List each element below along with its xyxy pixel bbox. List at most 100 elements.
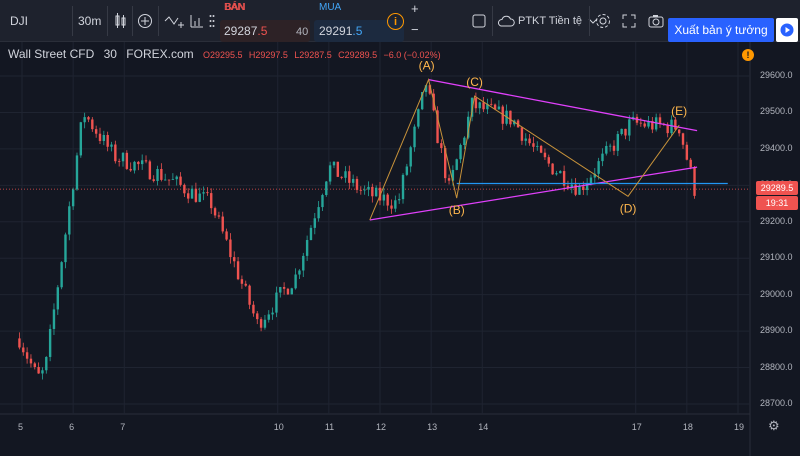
layout-selector[interactable]: PTKT Tiền tệ (497, 0, 598, 42)
publish-idea-button[interactable]: Xuất bản ý tưởng (668, 18, 774, 42)
candle-body (685, 144, 689, 160)
divider (492, 6, 493, 36)
wave-label: (C) (466, 75, 483, 89)
price-axis-label: 29000.0 (760, 288, 793, 299)
sell-button[interactable]: BÁN (220, 2, 310, 42)
plus-button[interactable]: + (411, 1, 419, 16)
candle-body (202, 192, 205, 194)
drag-handle-icon[interactable] (209, 0, 215, 42)
candle-body (601, 153, 604, 162)
candle-body (447, 178, 451, 181)
candle-body (436, 110, 439, 144)
legend-interval: 30 (103, 47, 117, 61)
candle-body (121, 152, 125, 162)
info-icon[interactable]: i (387, 13, 404, 30)
candle-body (585, 183, 589, 191)
candle-body (555, 173, 558, 175)
sell-price-main: 29287 (224, 24, 258, 38)
chart-area[interactable]: (A) (B) (C) (D) (E) (0, 42, 800, 456)
candle-body (29, 358, 33, 364)
candle-body (520, 127, 524, 141)
candle-body (497, 106, 501, 110)
axis-settings-icon[interactable]: ⚙ (768, 418, 780, 433)
candle-body (589, 177, 593, 184)
interval-label: 30m (78, 14, 102, 28)
candle-body (102, 134, 106, 141)
candle-body (463, 137, 466, 146)
buy-price-tail: .5 (352, 24, 363, 38)
price-chart[interactable]: (A) (B) (C) (D) (E) (0, 42, 800, 456)
candle-body (79, 122, 83, 156)
candle-body (317, 207, 320, 219)
sell-label: BÁN (225, 2, 246, 13)
candle-body (321, 195, 324, 208)
candle-body (302, 255, 305, 271)
candle-body (382, 194, 386, 201)
candle-body (681, 133, 685, 145)
candle-body (167, 179, 171, 181)
candle-body (229, 239, 232, 258)
candle-body (420, 92, 424, 110)
cloud-icon (497, 15, 515, 27)
candle-body (578, 186, 581, 195)
candle-body (413, 126, 416, 148)
candle-body (390, 205, 393, 209)
play-icon (780, 23, 794, 37)
candle-body (33, 363, 36, 367)
camera-icon[interactable] (648, 0, 664, 42)
time-axis-label: 14 (478, 422, 489, 432)
drawings[interactable]: (A) (B) (C) (D) (E) (369, 59, 728, 221)
fullscreen-icon[interactable] (622, 0, 636, 42)
symbol-search[interactable]: DJI (10, 0, 28, 42)
candles (18, 84, 696, 380)
candle-body (658, 117, 662, 124)
candle-body (597, 161, 600, 174)
buy-button[interactable] (314, 20, 404, 42)
plot-background (0, 42, 750, 414)
candle-body (94, 129, 98, 134)
minus-button[interactable]: − (411, 22, 419, 37)
candle-body (651, 121, 654, 130)
spread-value: 40 (296, 26, 309, 38)
time-axis-label: 6 (69, 422, 75, 432)
candle-body (45, 356, 48, 371)
gear-icon[interactable] (595, 0, 611, 42)
rectangle-icon[interactable] (472, 0, 486, 42)
candle-body (71, 189, 75, 207)
candle-body (493, 104, 497, 110)
candle-body (336, 161, 340, 177)
interval-button[interactable]: 30m (78, 0, 101, 42)
candle-body (156, 168, 159, 181)
indicators-icon[interactable] (164, 0, 184, 42)
play-button[interactable] (776, 18, 798, 42)
symbol-label: DJI (10, 14, 28, 28)
candle-body (190, 188, 194, 199)
candle-body (294, 274, 297, 289)
candle-body (359, 189, 363, 191)
candle-body (286, 288, 290, 295)
candle-body (401, 174, 405, 200)
candle-body (325, 181, 328, 196)
legend-open: O29295.5 (202, 50, 243, 60)
alert-badge[interactable]: ! (742, 49, 754, 61)
candle-body (509, 110, 512, 125)
candle-body (298, 270, 301, 275)
candle-body (25, 352, 29, 359)
top-toolbar: DJI 30m BÁN BÁN 29287.5 40 MUA 29291.5 i… (0, 0, 800, 42)
divider (589, 6, 590, 36)
candle-body (409, 147, 412, 167)
publish-label: Xuất bản ý tưởng (674, 23, 768, 37)
candle-body (566, 185, 570, 189)
candle-body (240, 279, 244, 284)
candle-body (582, 186, 585, 191)
candle-body (52, 309, 56, 329)
compare-icon[interactable] (137, 0, 153, 42)
candle-body (332, 161, 336, 166)
candle-body (482, 102, 485, 110)
candles-icon[interactable] (114, 0, 128, 42)
templates-icon[interactable] (188, 0, 204, 42)
candle-body (363, 189, 366, 191)
candle-body (647, 121, 650, 127)
candle-body (559, 171, 562, 174)
legend-low: L29287.5 (294, 50, 332, 60)
